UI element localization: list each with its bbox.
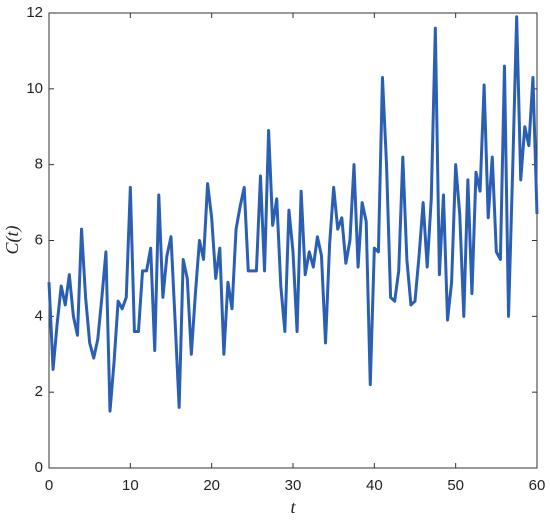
x-tick-label: 30: [285, 477, 302, 494]
y-tick-label: 10: [26, 80, 43, 97]
x-tick-label: 40: [366, 477, 383, 494]
y-axis-label: C(t): [2, 225, 23, 254]
x-tick-label: 50: [447, 477, 464, 494]
y-tick-label: 0: [35, 459, 43, 476]
x-tick-label: 0: [45, 477, 53, 494]
y-tick-label: 12: [26, 4, 43, 21]
y-tick-label: 2: [35, 383, 43, 400]
x-axis-label: t: [290, 497, 296, 517]
y-tick-label: 6: [35, 231, 43, 248]
x-tick-label: 60: [529, 477, 546, 494]
x-tick-label: 10: [122, 477, 139, 494]
y-tick-label: 8: [35, 156, 43, 173]
x-tick-label: 20: [203, 477, 220, 494]
y-tick-label: 4: [35, 307, 43, 324]
data-line: [47, 15, 539, 413]
